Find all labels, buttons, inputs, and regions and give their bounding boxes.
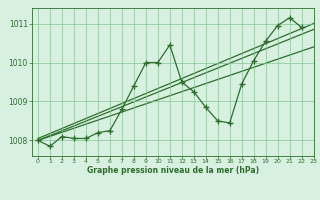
X-axis label: Graphe pression niveau de la mer (hPa): Graphe pression niveau de la mer (hPa) (87, 166, 259, 175)
